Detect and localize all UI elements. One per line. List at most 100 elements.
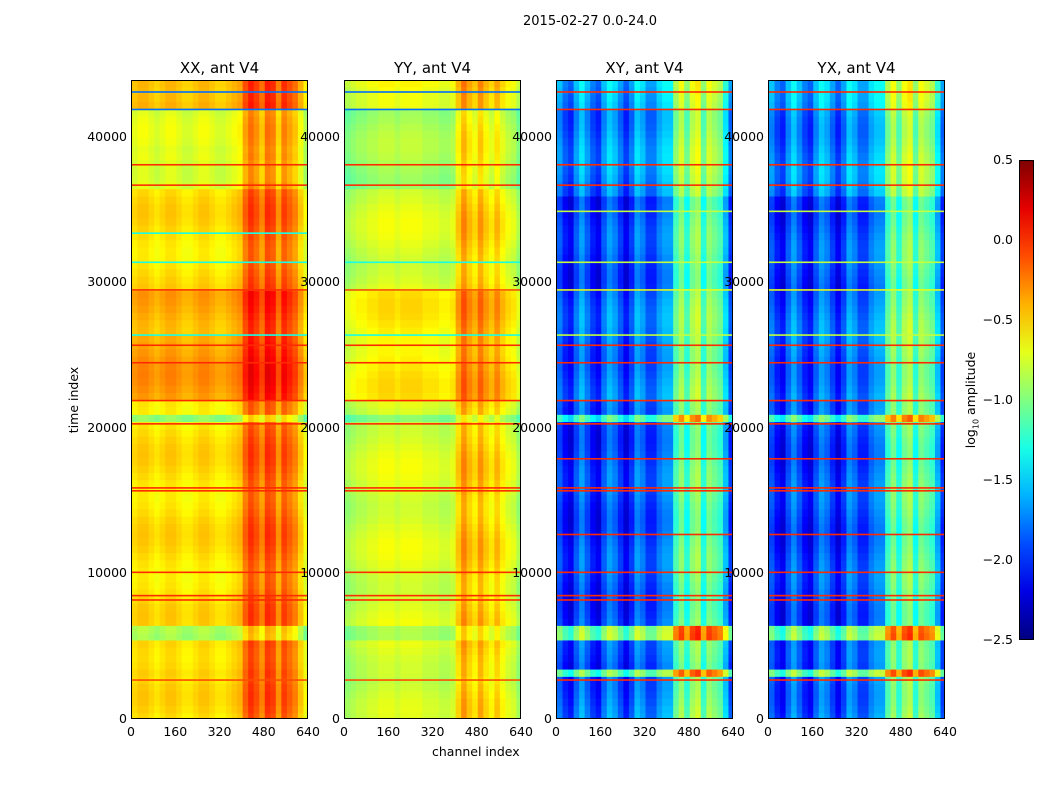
heatmap-cell [220,130,227,139]
heatmap-cell [505,588,512,597]
heatmap-cell [281,661,288,670]
heatmap-cell [450,639,457,648]
heatmap-cell [286,588,293,597]
heatmap-cell [389,538,396,546]
heatmap-cell [356,639,363,648]
heatmap-cell [416,552,423,561]
heatmap-cell [416,618,423,626]
heatmap-cell [466,283,473,292]
heatmap-cell [248,94,255,102]
heatmap-cell [444,588,451,597]
heatmap-cell [231,654,238,663]
heatmap-cell [439,545,446,554]
heatmap-cell [170,225,177,233]
heatmap-cell [405,443,412,452]
heatmap-cell [494,516,501,524]
heatmap-cell [143,195,150,204]
heatmap-cell [264,290,271,299]
heatmap-cell [499,297,506,306]
heatmap-cell [264,698,271,706]
heatmap-cell [455,508,462,517]
heatmap-cell [361,538,368,546]
heatmap-cell [192,538,199,546]
heatmap-cell [433,661,440,670]
heatmap-cell [444,479,451,488]
heatmap-cell [389,436,396,444]
heatmap-cell [231,443,238,452]
heatmap-cell [159,385,166,393]
heatmap-cell [427,712,434,718]
heatmap-cell [143,552,150,561]
heatmap-cell [367,530,374,539]
heatmap-cell [270,290,277,299]
heatmap-cell [444,494,451,503]
heatmap-cell [427,283,434,292]
heatmap-cell [466,603,473,612]
heatmap-cell [286,683,293,692]
heatmap-cell [154,603,161,612]
heatmap-cell [214,581,221,590]
heatmap-cell [345,457,352,466]
heatmap-cell [297,508,304,517]
heatmap-cell [275,268,282,277]
heatmap-cell [439,552,446,561]
heatmap-cell [192,588,199,597]
heatmap-cell [394,377,401,386]
heatmap-cell [466,661,473,670]
heatmap-cell [303,654,307,663]
heatmap-cell [237,101,244,110]
heatmap-cell [411,326,418,335]
heatmap-cell [488,297,495,306]
heatmap-cell [345,436,352,444]
heatmap-cell [242,348,249,357]
heatmap-cell [494,538,501,546]
heatmap-cell [253,261,260,270]
heatmap-cell [461,690,468,699]
heatmap-cell [181,530,188,539]
heatmap-cell [137,457,144,466]
heatmap-cell [259,603,266,612]
heatmap-cell [148,137,155,146]
heatmap-cell [214,530,221,539]
heatmap-cell [466,261,473,270]
heatmap-cell [198,370,205,379]
heatmap-cell [455,545,462,554]
heatmap-cell [510,610,517,619]
heatmap-cell [248,101,255,110]
heatmap-cell [275,399,282,408]
heatmap-cell [483,297,490,306]
heatmap-cell [422,574,429,583]
heatmap-cell [378,683,385,692]
heatmap-cell [231,552,238,561]
heatmap-cell [356,363,363,372]
heatmap-cell [400,450,407,459]
heatmap-cell [494,290,501,299]
heatmap-cell [303,246,307,255]
heatmap-cell [170,377,177,386]
heatmap-cell [472,356,479,364]
heatmap-cell [253,210,260,219]
heatmap-cell [209,363,216,372]
heatmap-cell [231,159,238,168]
heatmap-cell [433,363,440,372]
heatmap-cell [281,654,288,663]
heatmap-cell [281,574,288,583]
heatmap-cell [411,443,418,452]
heatmap-cell [286,457,293,466]
heatmap-cell [361,501,368,510]
heatmap-cell [494,239,501,248]
heatmap-cell [198,669,205,677]
heatmap-cell [345,538,352,546]
heatmap-cell [444,319,451,328]
heatmap-cell [422,428,429,437]
heatmap-cell [439,385,446,393]
heatmap-cell [394,559,401,568]
heatmap-cell [394,603,401,612]
heatmap-cell [275,501,282,510]
heatmap-cell [505,246,512,255]
heatmap-cell [264,210,271,219]
heatmap-cell [220,225,227,233]
heatmap-cell [181,552,188,561]
heatmap-cell [270,203,277,212]
heatmap-cell [159,661,166,670]
